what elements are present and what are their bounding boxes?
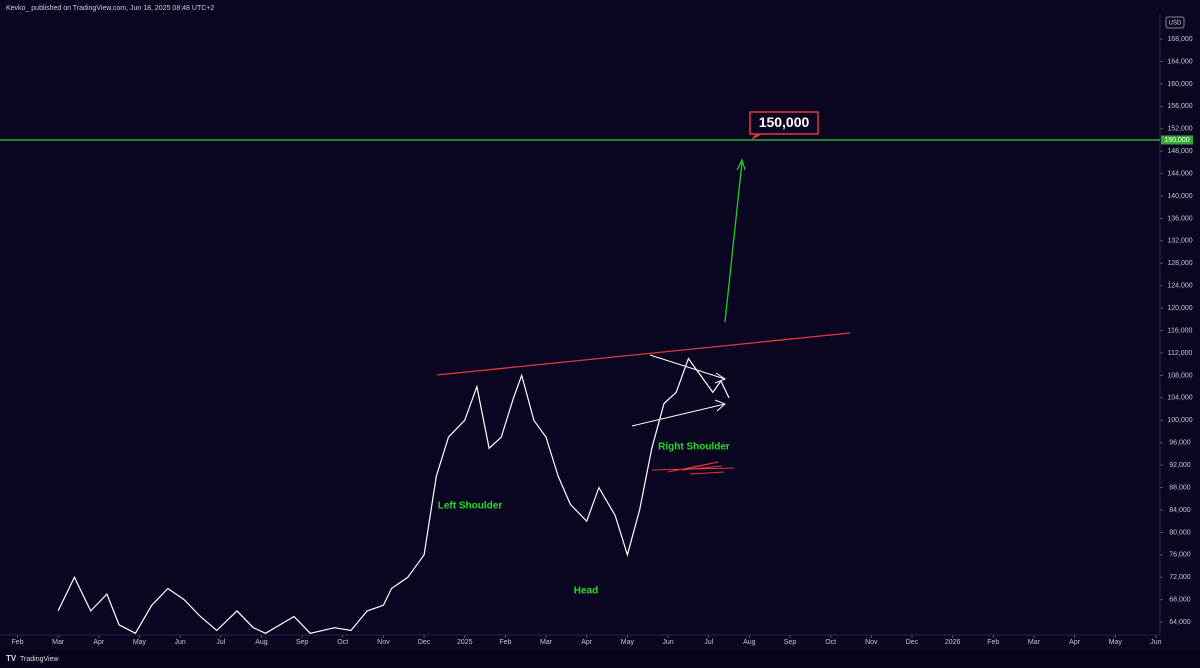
annotation: Left Shoulder: [438, 501, 503, 512]
x-tick-label: Nov: [865, 639, 878, 646]
x-tick-label: Jul: [704, 639, 713, 646]
y-tick-label: 160,000: [1167, 81, 1192, 88]
y-tick-label: 164,000: [1167, 58, 1192, 65]
y-tick-label: 68,000: [1169, 597, 1191, 604]
x-tick-label: Feb: [987, 639, 999, 646]
y-tick-label: 136,000: [1167, 215, 1192, 222]
header: Kevko_ published on TradingView.com, Jun…: [6, 5, 214, 12]
triangle-upper: [649, 354, 726, 380]
x-tick-label: Sep: [296, 639, 309, 646]
y-tick-label: 112,000: [1168, 350, 1193, 357]
arrowhead: [714, 399, 726, 412]
y-tick-label: 144,000: [1167, 170, 1192, 177]
y-tick-label: 92,000: [1169, 462, 1191, 469]
x-tick-label: Jun: [662, 639, 673, 646]
x-tick-label: Mar: [1028, 639, 1041, 646]
footer: TradingView: [20, 656, 59, 663]
x-tick-label: 2026: [945, 639, 961, 646]
resistance-line: [436, 332, 851, 376]
y-tick-label: 140,000: [1167, 193, 1192, 200]
target-arrowhead: [736, 158, 746, 171]
plot: 64,000 68,000 72,000 76,000 80,000 84,000 88,0…: [0, 36, 1193, 646]
x-tick-label: Apr: [1069, 639, 1081, 646]
x-tick-label: Mar: [52, 639, 65, 646]
footer-band: [0, 650, 1200, 668]
x-tick-label: May: [1109, 639, 1123, 646]
arrowhead: [714, 372, 727, 384]
target-pointer: [750, 134, 762, 141]
target-box: [749, 111, 819, 135]
x-tick-label: Aug: [743, 639, 756, 646]
y-tick-label: 168,000: [1167, 36, 1192, 43]
y-tick-label: 148,000: [1167, 148, 1192, 155]
y-tick-label: 132,000: [1167, 238, 1192, 245]
x-tick-label: Dec: [906, 639, 919, 646]
x-tick-label: Jun: [1150, 639, 1161, 646]
y-tick-label: 116,000: [1168, 327, 1193, 334]
annotation: Right Shoulder: [658, 442, 730, 453]
x-tick-label: Oct: [825, 639, 836, 646]
x-tick-label: Sep: [784, 639, 797, 646]
triangle-lower: [631, 403, 726, 427]
y-tick-label: 152,000: [1167, 126, 1192, 133]
y-tick-label: 76,000: [1169, 552, 1191, 559]
y-tick-label: 156,000: [1167, 103, 1192, 110]
target-box-label: 150,000: [759, 114, 810, 130]
footer-logo: TV: [6, 654, 17, 663]
price-tag: [1161, 135, 1193, 145]
currency: USD: [1169, 21, 1182, 27]
y-tick-label: 120,000: [1167, 305, 1192, 312]
price-tag-label: 150,000: [1164, 137, 1189, 144]
price-line: [57, 357, 730, 635]
y-tick-label: 88,000: [1169, 484, 1191, 491]
x-tick-label: 2025: [457, 639, 473, 646]
y-tick-label: 72,000: [1169, 574, 1191, 581]
x-tick-label: Jul: [216, 639, 225, 646]
x-tick-label: May: [621, 639, 635, 646]
y-tick-label: 128,000: [1167, 260, 1192, 267]
x-tick-label: Mar: [540, 639, 553, 646]
y-tick-label: 80,000: [1169, 529, 1191, 536]
y-tick-label: 64,000: [1169, 619, 1191, 626]
x-tick-label: Oct: [337, 639, 348, 646]
x-tick-label: Apr: [93, 639, 105, 646]
y-tick-label: 124,000: [1167, 283, 1192, 290]
annotation: Head: [574, 586, 598, 597]
x-tick-label: Apr: [581, 639, 593, 646]
scribble: [651, 461, 735, 475]
x-tick-label: Feb: [499, 639, 511, 646]
x-tick-label: Jun: [174, 639, 185, 646]
y-tick-label: 96,000: [1169, 440, 1191, 447]
x-tick-label: Dec: [418, 639, 431, 646]
y-tick-label: 104,000: [1167, 395, 1192, 402]
y-tick-label: 100,000: [1167, 417, 1192, 424]
y-tick-label: 108,000: [1167, 372, 1192, 379]
x-tick-label: Nov: [377, 639, 390, 646]
y-tick-label: 84,000: [1169, 507, 1191, 514]
x-tick-label: Feb: [11, 639, 23, 646]
x-tick-label: Aug: [255, 639, 268, 646]
x-tick-label: May: [133, 639, 147, 646]
currency-box: [1165, 16, 1185, 29]
target-arrow: [724, 161, 743, 323]
